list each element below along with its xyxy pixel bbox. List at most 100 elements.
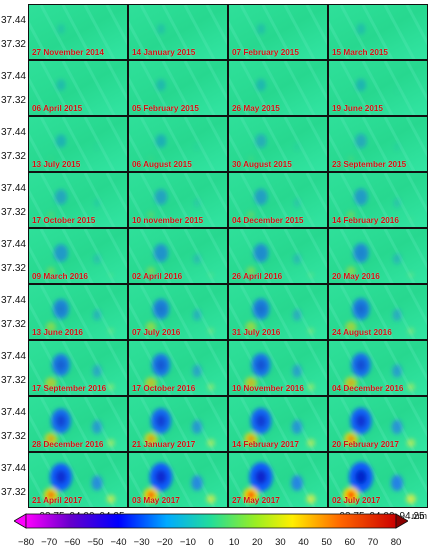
deformation-map: [29, 117, 127, 171]
subsidence-anomaly: [255, 134, 267, 148]
subsidence-anomaly: [391, 419, 403, 435]
texture-streak: [305, 453, 327, 494]
uplift-anomaly: [46, 322, 56, 332]
texture-streak: [361, 5, 394, 59]
texture-streak: [61, 117, 94, 171]
texture-streak: [229, 412, 250, 451]
subsidence-anomaly: [55, 134, 67, 148]
subsidence-anomaly: [355, 78, 367, 92]
y-tick-label: 37.32: [0, 95, 26, 106]
map-background: [29, 117, 127, 171]
subsidence-anomaly: [93, 309, 101, 321]
texture-streak: [329, 132, 350, 171]
uplift-core: [247, 435, 255, 443]
uplift-anomaly: [206, 494, 216, 504]
subsidence-anomaly: [354, 188, 368, 206]
texture-streak: [83, 61, 116, 115]
deformation-map-panel: 14 February 2017: [228, 396, 328, 452]
texture-streak: [405, 117, 427, 158]
texture-streak: [383, 61, 416, 115]
deformation-map: [29, 229, 127, 283]
texture-streak: [205, 397, 227, 438]
subsidence-anomaly: [156, 79, 166, 91]
colorbar-tick-label: −30: [133, 537, 150, 548]
deformation-map-panel: 31 July 2016: [228, 284, 328, 340]
deformation-map: [229, 285, 327, 339]
panel-date-label: 14 January 2015: [132, 48, 196, 57]
panel-date-label: 23 September 2015: [332, 160, 407, 169]
texture-streak: [105, 117, 127, 158]
uplift-anomaly: [306, 438, 316, 448]
uplift-anomaly: [309, 217, 314, 222]
texture-streak: [129, 356, 150, 395]
uplift-anomaly: [46, 266, 56, 276]
texture-streak: [229, 132, 250, 171]
deformation-map-panel: 07 July 2016: [128, 284, 228, 340]
texture-streak: [329, 76, 350, 115]
uplift-core: [47, 435, 55, 443]
texture-streak: [129, 76, 150, 115]
subsidence-anomaly: [256, 78, 266, 92]
panel-date-label: 02 April 2016: [132, 272, 183, 281]
texture-streak: [383, 5, 416, 59]
texture-streak: [283, 173, 316, 227]
subsidence-anomaly: [54, 189, 68, 205]
colorbar-tick-label: 30: [275, 537, 286, 548]
deformation-map: [29, 397, 127, 451]
texture-streak: [29, 188, 50, 227]
texture-streak: [239, 5, 272, 59]
texture-streak: [405, 229, 427, 270]
deformation-map: [229, 61, 327, 115]
panel-date-label: 19 June 2015: [332, 104, 383, 113]
uplift-anomaly: [406, 494, 416, 504]
deformation-map: [229, 173, 327, 227]
texture-streak: [205, 285, 227, 326]
deformation-map: [129, 229, 227, 283]
texture-streak: [61, 61, 94, 115]
texture-streak: [361, 173, 394, 227]
uplift-anomaly: [207, 383, 215, 391]
panel-date-label: 10 November 2016: [232, 384, 304, 393]
subsidence-core: [355, 469, 367, 485]
map-background: [129, 173, 227, 227]
deformation-map-panel: 20 May 2016: [328, 228, 428, 284]
colorbar-gradient: [25, 513, 397, 529]
texture-streak: [183, 61, 216, 115]
uplift-anomaly: [408, 216, 414, 222]
panel-date-label: 17 October 2016: [132, 384, 196, 393]
subsidence-core: [55, 470, 67, 484]
texture-streak: [239, 61, 272, 115]
map-background: [329, 5, 427, 59]
texture-streak: [329, 188, 350, 227]
panel-date-label: 26 May 2015: [232, 104, 280, 113]
deformation-map-panel: 19 June 2015: [328, 60, 428, 116]
deformation-map: [129, 285, 227, 339]
deformation-map-panel: 13 July 2015: [28, 116, 128, 172]
texture-streak: [105, 397, 127, 438]
colorbar-tick-label: −80: [17, 537, 35, 548]
texture-streak: [329, 356, 350, 395]
texture-streak: [129, 188, 150, 227]
map-background: [229, 117, 327, 171]
map-background: [229, 5, 327, 59]
subsidence-anomaly: [294, 143, 300, 151]
subsidence-anomaly: [57, 24, 65, 34]
subsidence-core: [256, 359, 266, 371]
deformation-map-panel: 14 January 2015: [128, 4, 228, 60]
deformation-map: [229, 341, 327, 395]
texture-streak: [229, 244, 250, 283]
y-tick-label: 37.44: [0, 15, 26, 26]
panel-date-label: 27 May 2017: [232, 496, 280, 505]
subsidence-anomaly: [391, 475, 403, 491]
texture-streak: [329, 412, 350, 451]
deformation-map: [129, 397, 227, 451]
y-tick-label: 37.32: [0, 431, 26, 442]
uplift-anomaly: [347, 155, 355, 163]
uplift-anomaly: [208, 272, 214, 278]
texture-streak: [239, 117, 272, 171]
texture-streak: [29, 132, 50, 171]
uplift-anomaly: [245, 321, 257, 333]
deformation-map-panel: 09 March 2016: [28, 228, 128, 284]
subsidence-anomaly: [94, 143, 99, 151]
